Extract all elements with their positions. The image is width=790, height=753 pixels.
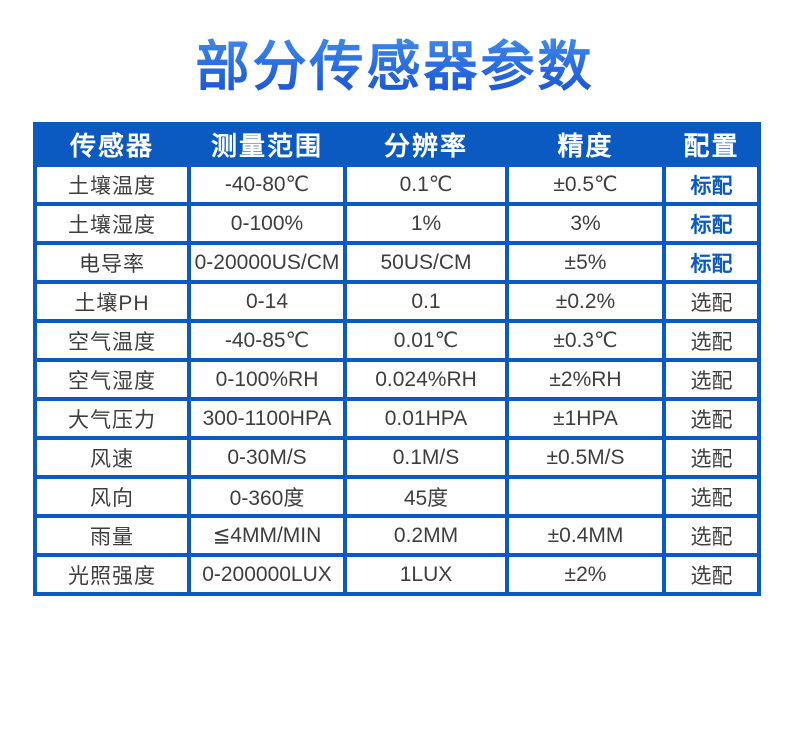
cell-resolution: 0.01℃ — [343, 319, 509, 362]
cell-sensor: 大气压力 — [33, 397, 191, 440]
cell-range: 0-100%RH — [187, 358, 347, 401]
cell-accuracy: ±0.5℃ — [505, 163, 666, 206]
table-row: 空气温度 -40-85℃ 0.01℃ ±0.3℃ 选配 — [33, 319, 761, 362]
table-row: 光照强度 0-200000LUX 1LUX ±2% 选配 — [33, 553, 761, 596]
header-sensor: 传感器 — [33, 122, 191, 167]
cell-resolution: 0.1M/S — [343, 436, 509, 479]
cell-range: 300-1100HPA — [187, 397, 347, 440]
cell-sensor: 电导率 — [33, 241, 191, 284]
cell-sensor: 土壤PH — [33, 280, 191, 323]
table-row: 风向 0-360度 45度 选配 — [33, 475, 761, 518]
cell-sensor: 土壤温度 — [33, 163, 191, 206]
table-row: 土壤湿度 0-100% 1% 3% 标配 — [33, 202, 761, 245]
cell-sensor: 光照强度 — [33, 553, 191, 596]
cell-sensor: 空气湿度 — [33, 358, 191, 401]
table-row: 大气压力 300-1100HPA 0.01HPA ±1HPA 选配 — [33, 397, 761, 440]
header-accuracy: 精度 — [505, 122, 666, 167]
cell-range: 0-360度 — [187, 475, 347, 518]
table-row: 土壤PH 0-14 0.1 ±0.2% 选配 — [33, 280, 761, 323]
cell-resolution: 45度 — [343, 475, 509, 518]
cell-resolution: 1LUX — [343, 553, 509, 596]
cell-config: 选配 — [662, 436, 761, 479]
cell-range: 0-14 — [187, 280, 347, 323]
cell-accuracy: ±0.5M/S — [505, 436, 666, 479]
cell-config: 选配 — [662, 553, 761, 596]
header-resolution: 分辨率 — [343, 122, 509, 167]
cell-range: -40-85℃ — [187, 319, 347, 362]
cell-range: ≦4MM/MIN — [187, 514, 347, 557]
cell-resolution: 1% — [343, 202, 509, 245]
cell-range: 0-30M/S — [187, 436, 347, 479]
sensor-spec-table: 传感器 测量范围 分辨率 精度 配置 土壤温度 -40-80℃ 0.1℃ ±0.… — [33, 122, 761, 596]
header-range: 测量范围 — [187, 122, 347, 167]
cell-range: 0-20000US/CM — [187, 241, 347, 284]
cell-config: 标配 — [662, 163, 761, 206]
table-row: 土壤温度 -40-80℃ 0.1℃ ±0.5℃ 标配 — [33, 163, 761, 206]
cell-accuracy: ±0.2% — [505, 280, 666, 323]
cell-config: 选配 — [662, 358, 761, 401]
cell-accuracy — [505, 475, 666, 518]
cell-accuracy: ±5% — [505, 241, 666, 284]
cell-sensor: 风速 — [33, 436, 191, 479]
cell-resolution: 50US/CM — [343, 241, 509, 284]
cell-sensor: 土壤湿度 — [33, 202, 191, 245]
cell-config: 选配 — [662, 280, 761, 323]
cell-accuracy: ±2%RH — [505, 358, 666, 401]
cell-resolution: 0.024%RH — [343, 358, 509, 401]
header-config: 配置 — [662, 122, 761, 167]
cell-accuracy: ±1HPA — [505, 397, 666, 440]
cell-resolution: 0.01HPA — [343, 397, 509, 440]
cell-accuracy: ±2% — [505, 553, 666, 596]
cell-config: 选配 — [662, 397, 761, 440]
cell-resolution: 0.1 — [343, 280, 509, 323]
cell-sensor: 风向 — [33, 475, 191, 518]
cell-range: -40-80℃ — [187, 163, 347, 206]
cell-config: 选配 — [662, 514, 761, 557]
cell-accuracy: 3% — [505, 202, 666, 245]
cell-config: 选配 — [662, 319, 761, 362]
cell-resolution: 0.1℃ — [343, 163, 509, 206]
table-header-row: 传感器 测量范围 分辨率 精度 配置 — [33, 122, 761, 167]
cell-resolution: 0.2MM — [343, 514, 509, 557]
cell-config: 选配 — [662, 475, 761, 518]
cell-range: 0-200000LUX — [187, 553, 347, 596]
table-row: 雨量 ≦4MM/MIN 0.2MM ±0.4MM 选配 — [33, 514, 761, 557]
cell-config: 标配 — [662, 202, 761, 245]
cell-accuracy: ±0.3℃ — [505, 319, 666, 362]
cell-config: 标配 — [662, 241, 761, 284]
cell-sensor: 雨量 — [33, 514, 191, 557]
sensor-spec-table-container: 传感器 测量范围 分辨率 精度 配置 土壤温度 -40-80℃ 0.1℃ ±0.… — [33, 122, 761, 596]
cell-range: 0-100% — [187, 202, 347, 245]
page-title: 部分传感器参数 — [0, 22, 790, 101]
cell-sensor: 空气温度 — [33, 319, 191, 362]
table-row: 风速 0-30M/S 0.1M/S ±0.5M/S 选配 — [33, 436, 761, 479]
table-row: 空气湿度 0-100%RH 0.024%RH ±2%RH 选配 — [33, 358, 761, 401]
cell-accuracy: ±0.4MM — [505, 514, 666, 557]
table-row: 电导率 0-20000US/CM 50US/CM ±5% 标配 — [33, 241, 761, 284]
